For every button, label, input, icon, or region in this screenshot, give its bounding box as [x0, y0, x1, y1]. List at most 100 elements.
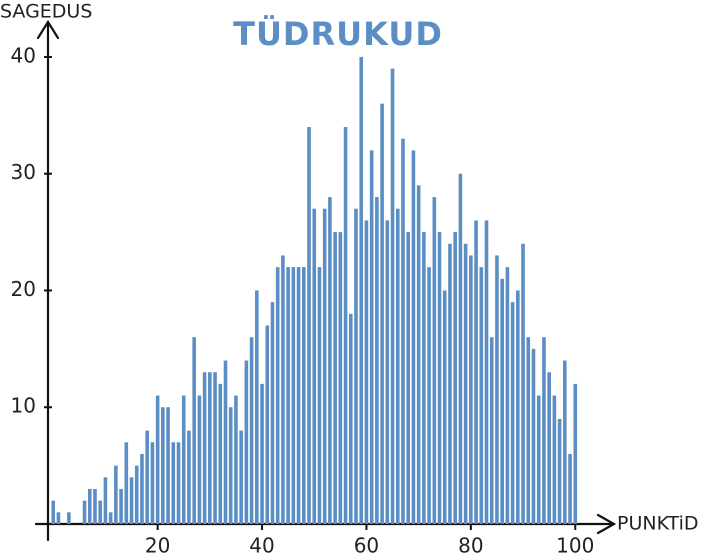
bar — [364, 220, 369, 524]
bar — [67, 512, 71, 524]
y-tick-label: 30 — [11, 160, 36, 184]
bar — [448, 243, 452, 524]
bar — [187, 430, 191, 524]
bar — [348, 313, 353, 524]
bar — [51, 500, 56, 524]
chart-title: TÜDRUKUD — [233, 15, 443, 53]
bar — [119, 488, 123, 524]
bar — [275, 267, 280, 524]
bar — [516, 290, 520, 524]
bar — [244, 360, 249, 524]
y-tick-label: 40 — [11, 43, 36, 67]
bar — [150, 442, 155, 524]
bar — [359, 56, 364, 524]
bar — [442, 290, 447, 524]
bar — [500, 278, 504, 524]
bar — [322, 208, 327, 524]
bar — [505, 267, 510, 524]
y-axis — [36, 19, 60, 542]
bar — [411, 150, 416, 524]
bar — [129, 477, 134, 524]
bar — [134, 465, 139, 524]
bar — [427, 267, 431, 524]
bar — [155, 395, 160, 524]
bar — [338, 232, 343, 524]
bar — [249, 337, 254, 524]
bar — [176, 442, 181, 524]
bar — [463, 243, 468, 524]
bar — [510, 302, 515, 524]
bar — [171, 442, 176, 524]
bar — [369, 150, 374, 524]
bar — [432, 197, 437, 525]
bar — [202, 372, 207, 524]
bar — [354, 208, 358, 524]
bar — [563, 360, 567, 524]
bar — [437, 232, 442, 524]
bar — [239, 430, 243, 524]
x-axis-label: PUNKTiD — [617, 513, 699, 535]
bar — [375, 197, 379, 525]
bar — [526, 337, 531, 524]
bar — [547, 372, 551, 524]
bar — [213, 372, 217, 524]
x-tick-label: 100 — [556, 534, 594, 558]
bar — [307, 127, 311, 524]
y-tick-label: 20 — [11, 277, 36, 301]
x-tick-label: 40 — [249, 534, 274, 558]
bar — [557, 418, 562, 524]
bar — [573, 383, 578, 524]
x-tick-label: 80 — [458, 534, 483, 558]
bar — [453, 232, 457, 524]
bar — [401, 138, 405, 524]
bar — [223, 360, 228, 524]
bar — [166, 407, 170, 524]
bar — [108, 512, 113, 524]
bar — [380, 103, 384, 525]
bar — [479, 267, 484, 524]
bar — [192, 337, 196, 524]
bar — [521, 243, 525, 524]
bar — [181, 395, 186, 524]
bar — [531, 348, 536, 524]
bar — [312, 208, 317, 524]
bar — [114, 465, 118, 524]
bar — [93, 488, 97, 524]
bar — [265, 325, 270, 524]
bar — [197, 395, 202, 524]
x-tick-label: 60 — [354, 534, 379, 558]
bar — [103, 477, 108, 524]
bar — [317, 267, 322, 524]
bar — [208, 372, 212, 524]
bar — [286, 267, 290, 524]
y-axis-label: SAGEDUS — [0, 1, 92, 23]
bar — [218, 383, 223, 524]
bar — [536, 395, 541, 524]
bar — [458, 173, 463, 524]
bar — [87, 488, 92, 524]
bar — [296, 267, 301, 524]
bar — [395, 208, 400, 524]
bar — [281, 255, 285, 524]
bar — [228, 407, 233, 524]
bar — [301, 267, 306, 524]
bar — [552, 395, 557, 524]
bar — [343, 127, 348, 524]
bar — [542, 337, 546, 524]
bar — [333, 232, 337, 524]
bar — [489, 337, 494, 524]
bar — [406, 232, 411, 524]
bar — [416, 185, 421, 524]
bar — [385, 220, 390, 524]
bar — [260, 383, 264, 524]
bar — [56, 512, 61, 524]
bar — [140, 453, 144, 524]
x-tick-label: 20 — [145, 534, 170, 558]
bar — [328, 197, 332, 525]
bar — [145, 430, 149, 524]
bar — [255, 290, 259, 524]
bar — [82, 500, 87, 524]
bar — [474, 220, 478, 524]
bar — [161, 407, 165, 524]
